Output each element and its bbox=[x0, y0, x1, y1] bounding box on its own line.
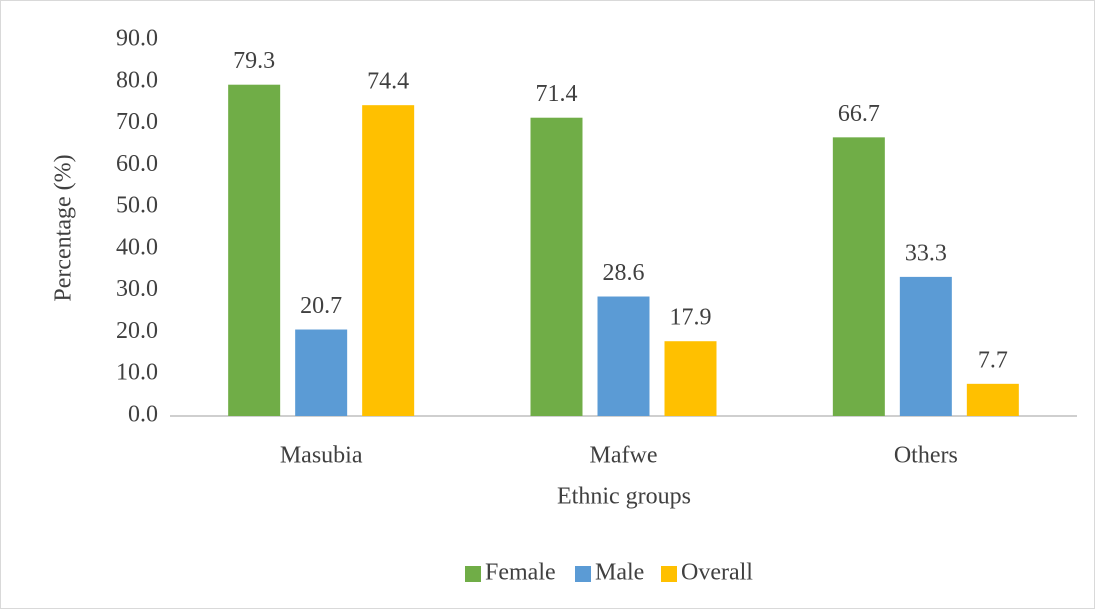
data-label: 74.4 bbox=[367, 69, 409, 95]
x-axis-title: Ethnic groups bbox=[557, 484, 691, 510]
legend-label: Male bbox=[595, 560, 644, 586]
legend-swatch bbox=[575, 566, 591, 582]
bar bbox=[966, 383, 1019, 416]
x-tick-label: Masubia bbox=[280, 443, 363, 469]
data-label: 79.3 bbox=[233, 48, 275, 74]
y-tick-label: 60.0 bbox=[116, 151, 158, 177]
y-axis-title: Percentage (%) bbox=[51, 154, 77, 301]
data-label: 17.9 bbox=[670, 305, 712, 331]
y-tick-label: 10.0 bbox=[116, 360, 158, 386]
y-tick-label: 0.0 bbox=[128, 402, 158, 428]
y-tick-label: 40.0 bbox=[116, 234, 158, 260]
data-label: 20.7 bbox=[300, 293, 342, 319]
bar bbox=[832, 137, 885, 416]
y-tick-label: 70.0 bbox=[116, 109, 158, 135]
y-tick-label: 90.0 bbox=[116, 26, 158, 52]
bar bbox=[664, 341, 717, 416]
y-tick-label: 30.0 bbox=[116, 276, 158, 302]
bar bbox=[530, 117, 583, 416]
bar bbox=[362, 105, 415, 416]
data-label: 7.7 bbox=[978, 347, 1008, 373]
legend-label: Overall bbox=[681, 560, 753, 586]
data-label: 71.4 bbox=[536, 81, 578, 107]
bar bbox=[899, 276, 952, 416]
y-tick-label: 80.0 bbox=[116, 67, 158, 93]
y-tick-label: 20.0 bbox=[116, 318, 158, 344]
x-tick-label: Others bbox=[894, 443, 958, 469]
bar bbox=[228, 84, 281, 417]
data-label: 33.3 bbox=[905, 240, 947, 266]
bar bbox=[295, 329, 348, 416]
bar bbox=[597, 296, 650, 416]
y-tick-label: 50.0 bbox=[116, 193, 158, 219]
data-label: 28.6 bbox=[603, 260, 645, 286]
legend-swatch bbox=[661, 566, 677, 582]
legend-swatch bbox=[465, 566, 481, 582]
data-label: 66.7 bbox=[838, 101, 880, 127]
x-tick-label: Mafwe bbox=[590, 443, 658, 469]
legend-label: Female bbox=[485, 560, 556, 586]
